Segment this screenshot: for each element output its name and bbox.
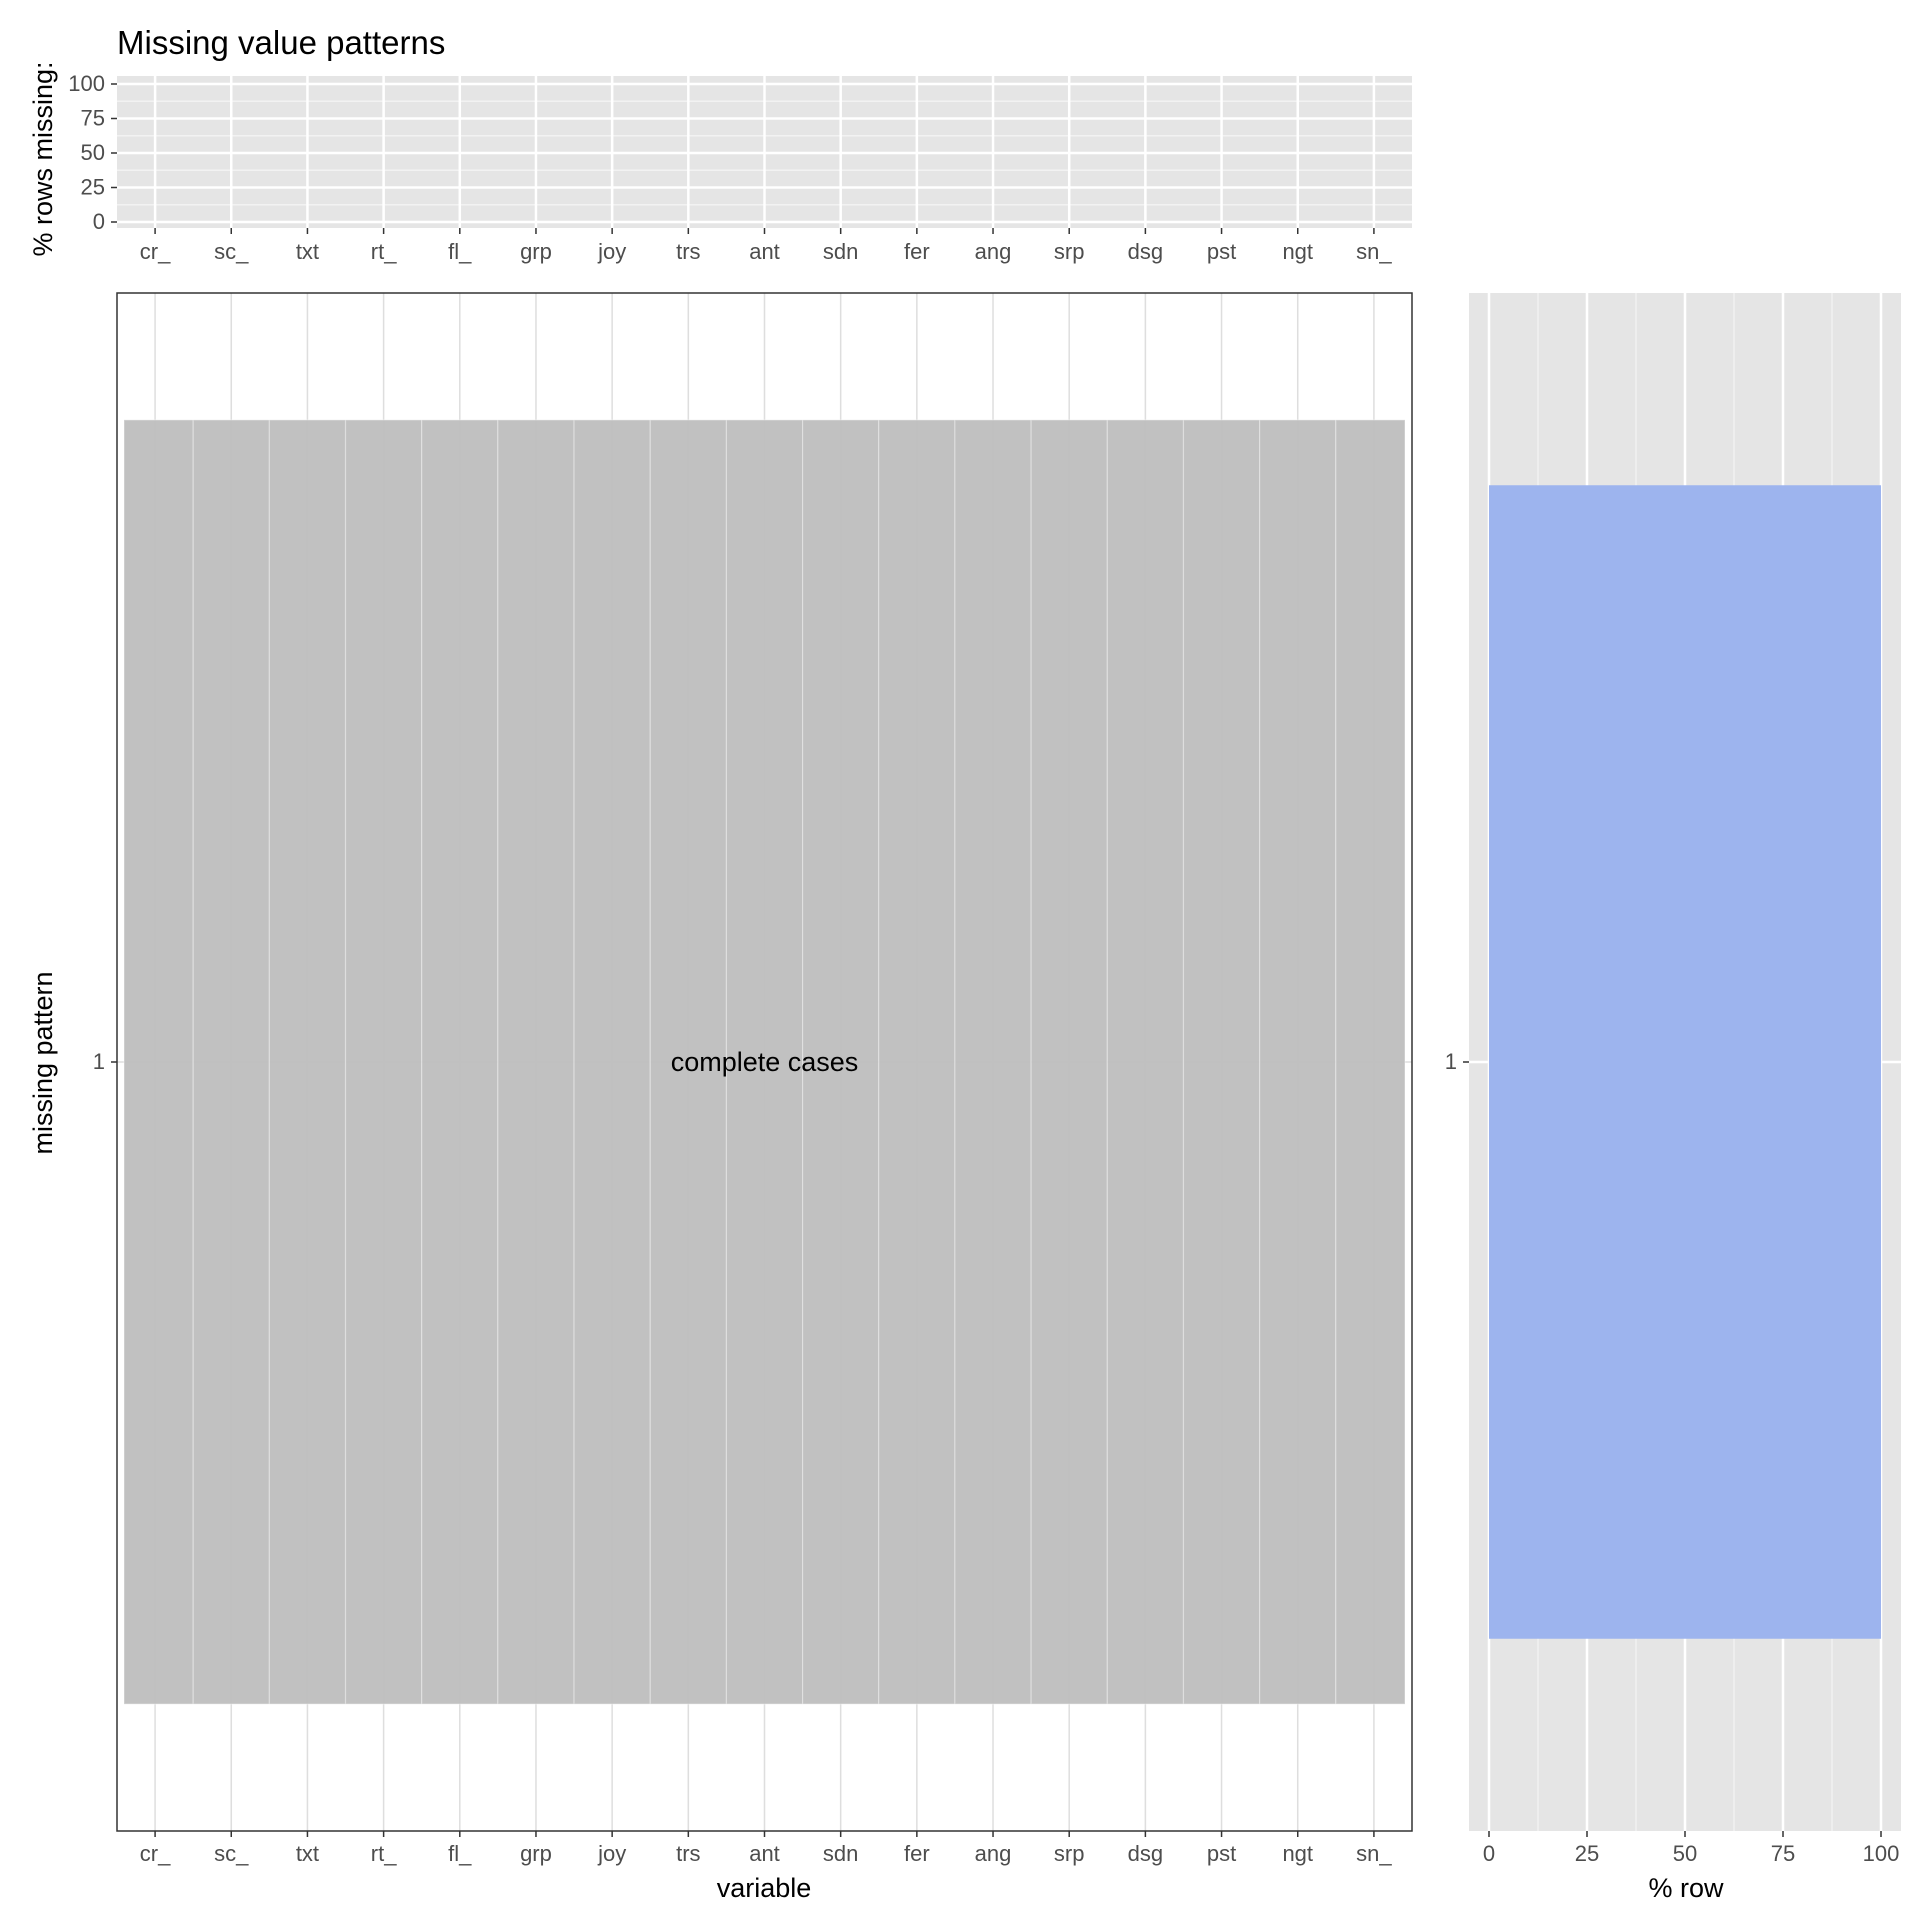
pattern-cell (878, 419, 956, 1705)
main-x-tick-label: srp (1054, 1841, 1085, 1866)
pattern-cell (1030, 419, 1108, 1705)
main-x-tick-label: fer (904, 1841, 930, 1866)
right-x-tick-label: 75 (1771, 1841, 1795, 1866)
top-x-tick-label: pst (1207, 239, 1236, 264)
top-x-tick-label: rt_ (371, 239, 397, 264)
main-x-tick-label: dsg (1128, 1841, 1163, 1866)
pattern-cell (344, 419, 423, 1705)
row-percent-panel: 1 0 25 50 75 100 (1445, 293, 1901, 1866)
top-y-tick-label: 25 (81, 175, 105, 200)
main-x-tick-label: sc_ (214, 1841, 249, 1866)
right-x-tick-label: 50 (1673, 1841, 1697, 1866)
main-x-tick-label: ngt (1282, 1841, 1313, 1866)
pattern-cell (123, 419, 194, 1705)
top-x-tick-label: dsg (1128, 239, 1163, 264)
main-x-tick-label: cr_ (140, 1841, 171, 1866)
right-x-tick-label: 100 (1863, 1841, 1900, 1866)
pattern-cell (649, 419, 728, 1705)
main-x-tick-label: sdn (823, 1841, 858, 1866)
main-x-tick-label: pst (1207, 1841, 1236, 1866)
top-y-axis-title: % rows missing: (28, 61, 58, 256)
top-x-tick-label: ang (975, 239, 1012, 264)
top-x-tick-label: ngt (1282, 239, 1313, 264)
main-x-tick-label: sn_ (1356, 1841, 1392, 1866)
top-missing-percent-panel: 0 25 50 75 100 cr_ sc_ txt rt_ fl_ grp joy trs ant sdn… (68, 71, 1412, 264)
top-x-tick-label: txt (296, 239, 319, 264)
top-x-tick-label: trs (676, 239, 700, 264)
top-x-tick-label: sdn (823, 239, 858, 264)
pattern-cell (725, 419, 804, 1705)
top-x-tick-label: grp (520, 239, 552, 264)
right-x-tick-label: 25 (1575, 1841, 1599, 1866)
pattern-cell (1106, 419, 1185, 1705)
pattern-cell (954, 419, 1032, 1705)
right-x-axis-title: % row (1648, 1873, 1724, 1903)
top-x-tick-label: sc_ (214, 239, 249, 264)
main-x-tick-label: ant (749, 1841, 780, 1866)
main-x-tick-label: trs (676, 1841, 700, 1866)
top-x-tick-label: srp (1054, 239, 1085, 264)
pattern-cell (268, 419, 347, 1705)
pattern-cell (1335, 419, 1406, 1705)
top-x-tick-label: sn_ (1356, 239, 1392, 264)
top-y-tick-label: 50 (81, 140, 105, 165)
main-y-tick-label: 1 (93, 1049, 105, 1074)
main-x-tick-label: ang (975, 1841, 1012, 1866)
chart-title: Missing value patterns (117, 24, 445, 61)
pattern-cell (1259, 419, 1337, 1705)
main-x-tick-label: txt (296, 1841, 319, 1866)
main-x-tick-label: rt_ (371, 1841, 397, 1866)
pattern-cell (1182, 419, 1261, 1705)
missing-pattern-heatmap-panel: complete cases cr_ sc_ txt rt_ fl_ grp joy trs an… (93, 292, 1413, 1866)
pattern-cell (421, 419, 499, 1705)
right-x-tick-label: 0 (1483, 1841, 1495, 1866)
top-y-tick-label: 75 (81, 106, 105, 131)
main-x-tick-label: fl_ (448, 1841, 472, 1866)
main-x-tick-label: joy (597, 1841, 626, 1866)
top-x-tick-label: fl_ (448, 239, 472, 264)
top-y-tick-label: 0 (93, 209, 105, 234)
main-y-axis-title: missing pattern (28, 971, 58, 1154)
top-x-tick-label: fer (904, 239, 930, 264)
top-y-tick-label: 100 (68, 71, 105, 96)
top-x-tick-label: cr_ (140, 239, 171, 264)
pattern-cell (573, 419, 651, 1705)
top-x-tick-label: ant (749, 239, 780, 264)
complete-cases-label: complete cases (671, 1047, 859, 1077)
main-x-axis-title: variable (717, 1873, 812, 1903)
right-y-tick-label: 1 (1445, 1049, 1457, 1074)
pattern-cell (801, 419, 880, 1705)
pattern-cell (192, 419, 270, 1705)
pattern-cell (497, 419, 575, 1705)
top-x-tick-label: joy (597, 239, 626, 264)
main-x-tick-label: grp (520, 1841, 552, 1866)
row-percent-bar (1489, 485, 1881, 1639)
